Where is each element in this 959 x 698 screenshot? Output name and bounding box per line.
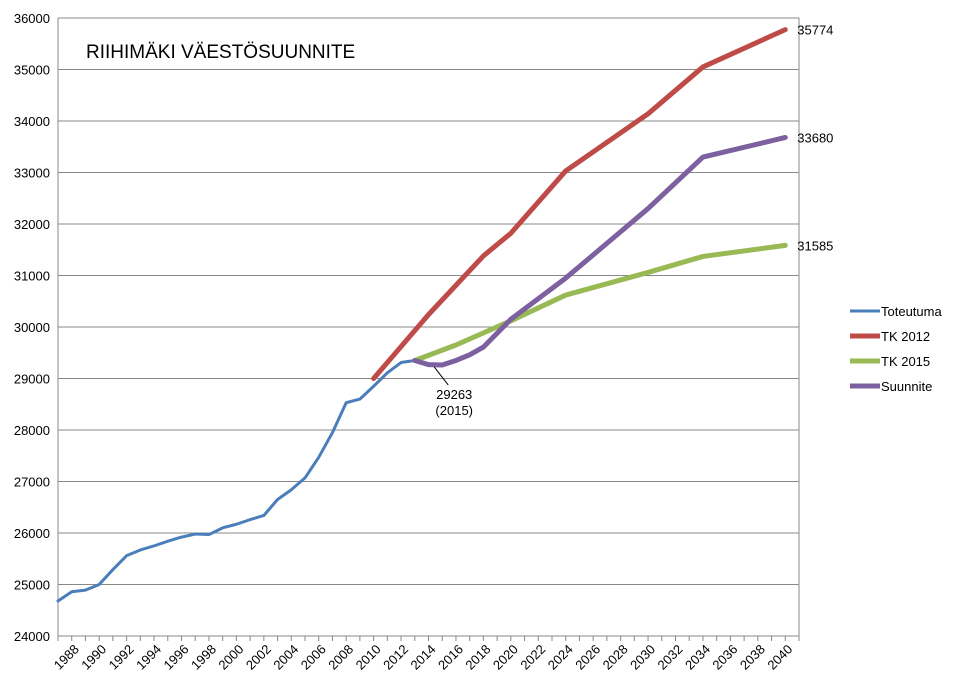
y-tick-label: 32000	[14, 217, 50, 232]
x-tick-label: 2016	[435, 642, 466, 673]
y-tick-label: 24000	[14, 629, 50, 644]
annotation-year: (2015)	[435, 403, 473, 418]
x-tick-label: 2032	[655, 642, 686, 673]
x-tick-label: 1990	[78, 642, 109, 673]
legend-label: Toteutuma	[881, 304, 942, 319]
gridlines	[58, 17, 799, 637]
y-tick-label: 30000	[14, 320, 50, 335]
x-tick-label: 2018	[462, 642, 493, 673]
end-labels: 35774 33680 31585	[797, 23, 833, 254]
x-tick-label: 2000	[215, 642, 246, 673]
y-tick-label: 33000	[14, 166, 50, 181]
series-line-tk-2012	[371, 27, 788, 381]
x-tick-label: 2024	[545, 642, 576, 673]
x-axis-tick-labels: 1988199019921994199619982000200220042006…	[51, 642, 796, 673]
y-tick-label: 25000	[14, 578, 50, 593]
end-value-label: 35774	[797, 23, 833, 38]
annotation-leader-line	[433, 366, 449, 386]
x-tick-label: 2038	[737, 642, 768, 673]
x-tick-label: 2022	[517, 642, 548, 673]
x-tick-label: 2010	[353, 642, 384, 673]
legend-label: TK 2015	[881, 354, 930, 369]
y-tick-label: 34000	[14, 114, 50, 129]
x-tick-label: 1998	[188, 642, 219, 673]
y-tick-label: 36000	[14, 11, 50, 26]
x-tick-label: 1992	[106, 642, 137, 673]
x-tick-label: 2002	[243, 642, 274, 673]
legend: Toteutuma TK 2012 TK 2015 Suunnite	[850, 304, 942, 394]
y-tick-label: 31000	[14, 269, 50, 284]
chart-title: RIIHIMÄKI VÄESTÖSUUNNITE	[86, 42, 355, 63]
x-tick-label: 2034	[682, 642, 713, 673]
series-lines	[56, 27, 788, 603]
x-tick-label: 2036	[709, 642, 740, 673]
x-tick-label: 1994	[133, 642, 164, 673]
x-tick-label: 2006	[298, 642, 329, 673]
series-line-toteutuma	[56, 358, 417, 603]
annotation-value: 29263	[436, 387, 472, 402]
x-tick-label: 2030	[627, 642, 658, 673]
axes	[57, 18, 800, 641]
series-line-tk-2015	[412, 242, 788, 363]
y-axis-tick-labels: 24000 25000 26000 27000 28000 29000 30000 31000…	[14, 11, 50, 644]
x-tick-label: 2026	[572, 642, 603, 673]
y-tick-label: 28000	[14, 423, 50, 438]
legend-label: Suunnite	[881, 379, 932, 394]
x-tick-label: 1996	[161, 642, 192, 673]
legend-label: TK 2012	[881, 329, 930, 344]
annotation: 29263 (2015)	[433, 366, 473, 418]
x-tick-label: 2020	[490, 642, 521, 673]
series-line-suunnite	[412, 134, 788, 368]
x-tick-label: 2012	[380, 642, 411, 673]
end-value-label: 33680	[797, 130, 833, 145]
x-tick-label: 1988	[51, 642, 82, 673]
end-value-label: 31585	[797, 238, 833, 253]
x-tick-label: 2040	[764, 642, 795, 673]
y-tick-label: 27000	[14, 475, 50, 490]
x-tick-label: 2004	[270, 642, 301, 673]
x-tick-label: 2028	[600, 642, 631, 673]
y-tick-label: 35000	[14, 63, 50, 78]
x-tick-label: 2014	[408, 642, 439, 673]
y-tick-label: 26000	[14, 526, 50, 541]
y-tick-label: 29000	[14, 372, 50, 387]
x-tick-label: 2008	[325, 642, 356, 673]
